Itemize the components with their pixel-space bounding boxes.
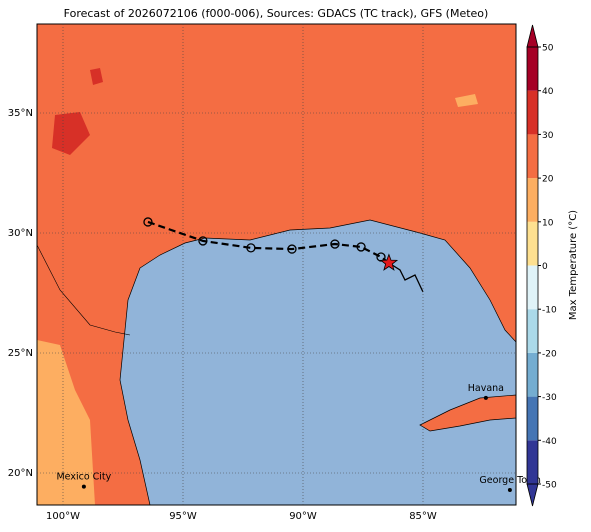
track-point: [143, 217, 153, 227]
colorbar-label: Max Temperature (°C): [568, 210, 579, 320]
colorbar-tick-label: 30: [542, 131, 554, 141]
track-point: [287, 244, 297, 254]
colorbar-tick-label: 40: [542, 87, 554, 97]
place-label: George Town: [479, 475, 540, 486]
track-point: [198, 236, 208, 246]
colorbar-tick-label: -30: [542, 393, 557, 403]
gulf-of-mexico: [119, 219, 516, 505]
storm-position: [379, 253, 399, 271]
colorbar-extend-top: [526, 24, 539, 48]
track-point: [330, 239, 340, 249]
place-dot: [81, 484, 86, 489]
colorbar-tick-label: -10: [542, 306, 557, 316]
y-tick-label: 35°N: [8, 108, 33, 119]
x-tick-label: 85°W: [409, 511, 437, 522]
hot-spot: [52, 112, 90, 155]
colorbar-segment: [527, 352, 538, 397]
colorbar-segment: [527, 178, 538, 222]
colorbar-segment: [527, 309, 538, 353]
y-tick-label: 30°N: [8, 228, 33, 239]
title: Forecast of 2026072106 (f000-006), Sourc…: [64, 7, 489, 20]
colorbar-segment: [527, 265, 538, 310]
cool-spot: [455, 94, 478, 107]
colorbar-tick-label: -50: [542, 481, 557, 491]
forecast-line: [388, 262, 424, 293]
hot-spot: [90, 68, 103, 85]
map-area: [37, 24, 516, 505]
x-tick-label: 90°W: [289, 511, 317, 522]
map-frame: [36, 23, 517, 506]
y-tick-label: 25°N: [8, 348, 33, 359]
colorbar-segment: [527, 440, 538, 484]
cool-land: [37, 340, 95, 505]
place-dot: [483, 395, 488, 400]
colorbar-segment: [527, 221, 538, 266]
colorbar-tick-label: 20: [542, 175, 554, 185]
colorbar-segment: [527, 134, 538, 179]
place-label: Havana: [468, 383, 504, 394]
track-point: [246, 243, 256, 253]
place-label: Mexico City: [56, 472, 111, 483]
colorbar-segment: [527, 47, 538, 91]
cuba: [419, 394, 516, 432]
x-tick-label: 100°W: [46, 511, 80, 522]
track-point: [356, 242, 366, 252]
colorbar-extend-bottom: [526, 483, 539, 507]
colorbar-tick-label: -40: [542, 437, 557, 447]
colorbar-segment: [527, 396, 538, 441]
colorbar-tick-label: 50: [542, 44, 554, 54]
border: [37, 244, 131, 336]
place-dot: [507, 488, 512, 493]
colorbar-tick-label: 10: [542, 218, 554, 228]
colorbar-tick-label: -20: [542, 349, 557, 359]
colorbar-segment: [527, 90, 538, 135]
x-tick-label: 95°W: [169, 511, 197, 522]
colorbar-tick-label: 0: [542, 262, 548, 272]
y-tick-label: 20°N: [8, 468, 33, 479]
